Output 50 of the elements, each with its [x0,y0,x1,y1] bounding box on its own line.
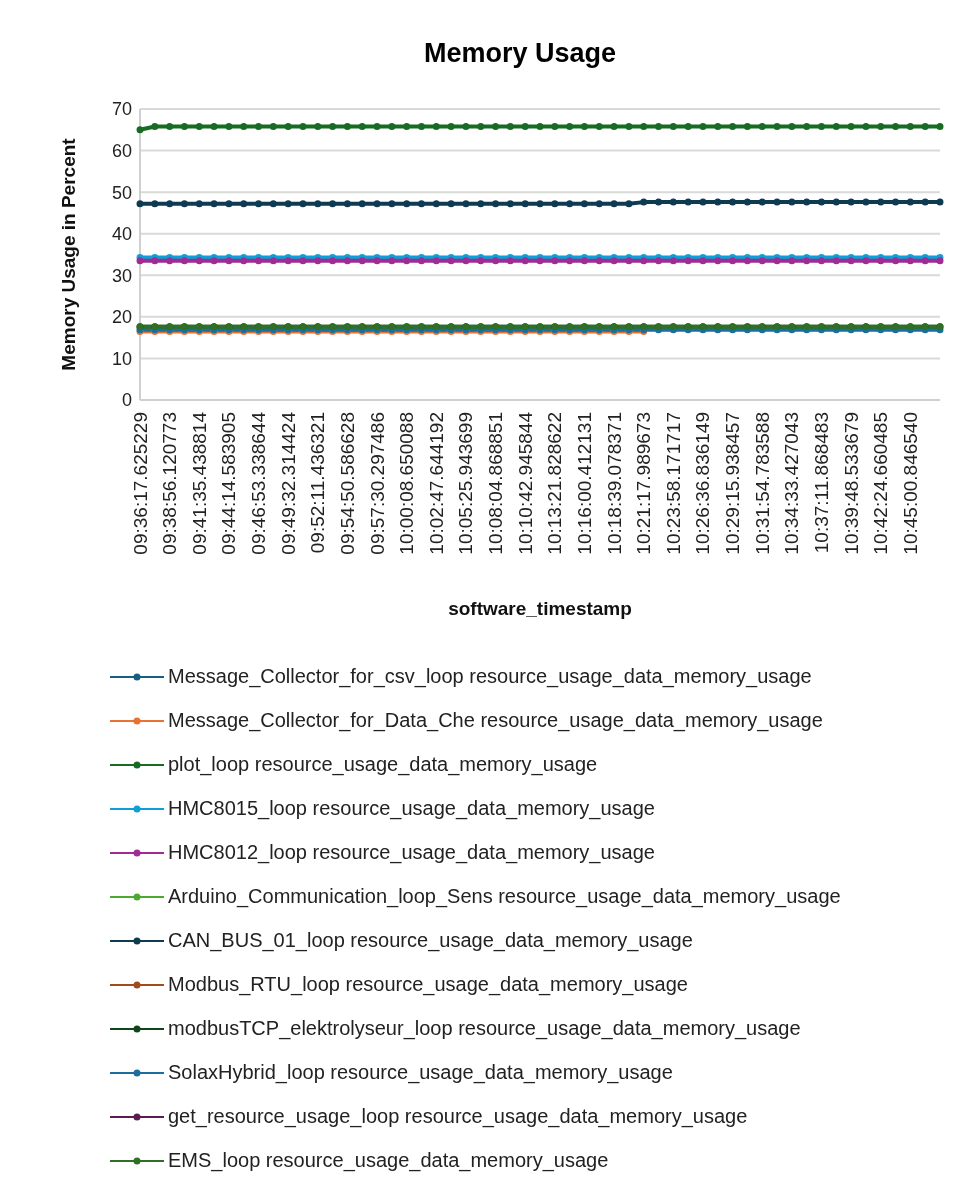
y-tick-label: 60 [111,140,132,161]
x-tick-label: 10:00:08.650088 [396,412,418,555]
y-tick-label: 30 [111,265,132,286]
x-tick-label: 09:36:17.625229 [129,412,151,555]
x-tick-label: 09:41:35.438814 [188,411,210,555]
legend-label: HMC8015_loop resource_usage_data_memory_usage [168,797,655,820]
x-tick-label: 10:45:00.846540 [899,412,921,555]
x-tick-label: 10:31:54.783588 [751,412,773,555]
x-tick-label: 10:10:42.945844 [514,411,536,555]
legend-label: Arduino_Communication_loop_Sens resource_usage_data_memory_usage [168,885,841,908]
legend-label: plot_loop resource_usage_data_memory_usage [168,753,598,776]
x-tick-label: 10:02:47.644192 [425,412,447,555]
x-tick-label: 09:54:50.586628 [336,412,358,555]
y-tick-label: 40 [111,224,132,245]
x-tick-label: 10:18:39.078371 [603,412,625,555]
legend-label: get_resource_usage_loop resource_usage_data_memory_usage [168,1105,748,1128]
legend-label: EMS_loop resource_usage_data_memory_usage [168,1149,609,1172]
y-tick-label: 0 [121,390,132,411]
x-tick-label: 09:49:32.314424 [277,411,299,555]
x-tick-label: 10:13:21.828622 [544,412,566,555]
x-tick-label: 10:26:36.836149 [692,412,714,555]
legend-label: HMC8012_loop resource_usage_data_memory_usage [168,841,655,864]
x-tick-label: 10:42:24.660485 [870,412,892,555]
x-tick-label: 10:23:58.171717 [662,412,684,555]
y-axis-title: Memory Usage in Percent [57,137,79,371]
y-tick-label: 50 [111,182,132,203]
x-tick-label: 09:44:14.583905 [218,412,240,555]
x-tick-label: 09:46:53.338644 [248,411,270,555]
x-tick-label: 10:34:33.427043 [781,412,803,555]
x-tick-label: 09:57:30.297486 [366,412,388,555]
x-tick-label: 10:16:00.412131 [573,412,595,555]
x-tick-label: 10:29:15.938457 [722,412,744,555]
legend-label: SolaxHybrid_loop resource_usage_data_memory_usage [168,1061,673,1084]
legend-label: CAN_BUS_01_loop resource_usage_data_memory_usage [168,929,693,952]
chart-title: Memory Usage [422,37,618,69]
x-tick-label: 09:38:56.120773 [159,412,181,555]
x-tick-label: 10:05:25.943699 [455,412,477,555]
y-tick-label: 10 [111,348,132,369]
y-tick-label: 70 [111,99,132,120]
x-tick-label: 10:37:11.868483 [810,412,832,554]
x-tick-label: 10:21:17.989673 [633,412,655,555]
legend-label: Modbus_RTU_loop resource_usage_data_memory_usage [168,973,688,996]
legend-label: Message_Collector_for_Data_Che resource_usage_data_memory_usage [168,709,823,732]
x-axis-title: software_timestamp [448,598,632,619]
x-tick-label: 10:39:48.533679 [840,412,862,555]
legend-label: modbusTCP_elektrolyseur_loop resource_usage_data_memory_usage [168,1017,801,1040]
x-tick-label: 09:52:11.436321 [307,412,329,554]
legend-label: Message_Collector_for_csv_loop resource_usage_data_memory_usage [168,665,812,688]
y-tick-label: 20 [111,307,132,328]
x-tick-label: 10:08:04.868851 [485,412,507,555]
